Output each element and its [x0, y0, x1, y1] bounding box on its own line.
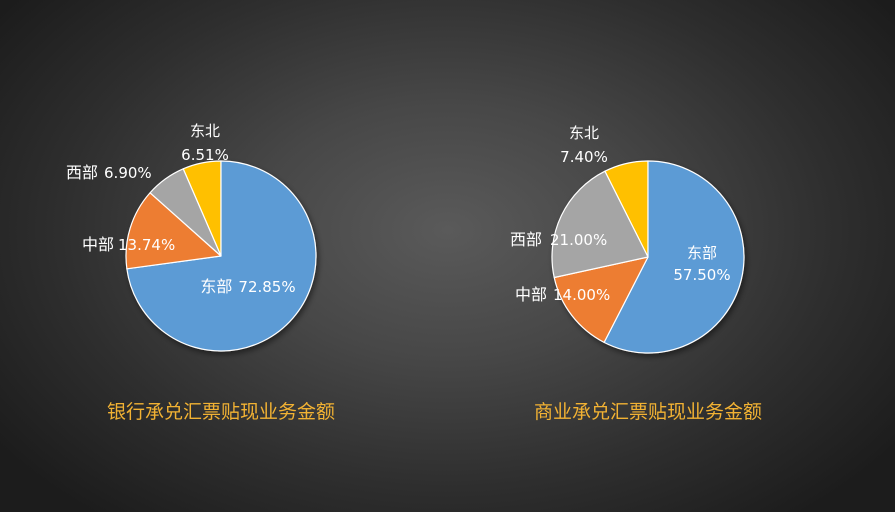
commercial-pie-slices: [551, 160, 745, 354]
bank-value-northeast: 6.51%: [181, 146, 229, 164]
commercial-label-east: 东部: [687, 244, 717, 262]
commercial-label-northeast: 东北: [569, 124, 599, 142]
commercial-slice-east: [603, 160, 745, 354]
bank-label-west: 西部 6.90%: [66, 163, 152, 182]
bank-acceptance-pie: 东北 6.51% 东部 72.85% 中部 13.74% 西部 6.90% 银行承兑汇…: [66, 122, 335, 423]
bank-slice-west: [149, 168, 222, 257]
commercial-value-northeast: 7.40%: [560, 148, 608, 166]
commercial-acceptance-pie: 东北 7.40% 东部 57.50% 中部 14.00% 西部 21.00% 商业承…: [510, 124, 762, 423]
bank-slice-central: [125, 192, 222, 270]
commercial-value-east: 57.50%: [673, 266, 730, 284]
bank-chart-title: 银行承兑汇票贴现业务金额: [107, 401, 335, 423]
commercial-chart-title: 商业承兑汇票贴现业务金额: [534, 401, 762, 423]
commercial-label-central: 中部 14.00%: [515, 285, 610, 304]
bank-pie-slices: [125, 160, 317, 352]
bank-label-central: 中部 13.74%: [82, 235, 175, 254]
commercial-slice-central: [553, 256, 649, 343]
bank-label-northeast: 东北: [190, 122, 220, 140]
commercial-slice-west: [551, 170, 649, 279]
bank-label-east: 东部 72.85%: [200, 277, 295, 296]
commercial-label-west: 西部 21.00%: [510, 230, 607, 249]
